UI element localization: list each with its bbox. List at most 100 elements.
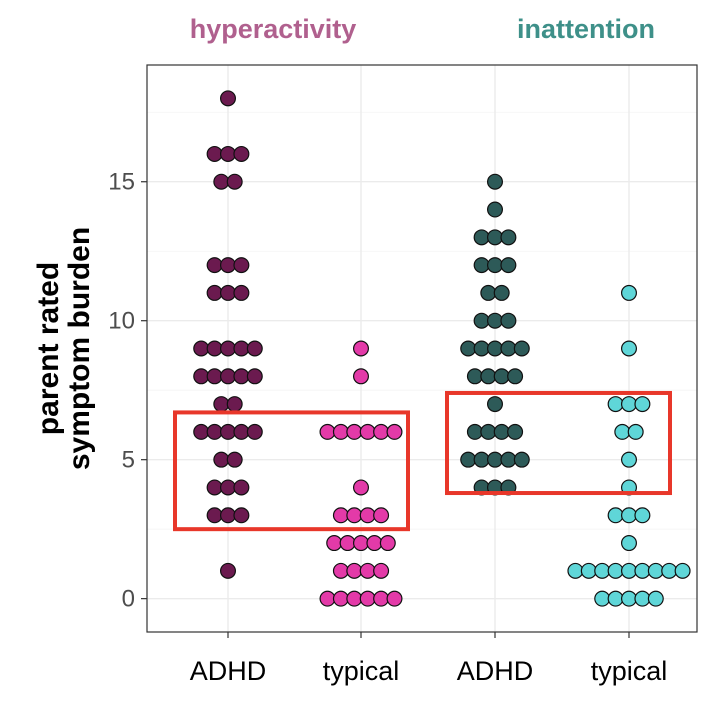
data-point <box>373 423 390 440</box>
data-point <box>500 340 517 357</box>
data-point <box>373 562 390 579</box>
data-point <box>220 145 237 162</box>
data-point <box>513 451 530 468</box>
data-point <box>594 562 611 579</box>
data-point <box>620 562 637 579</box>
y-tick-label: 15 <box>108 169 135 196</box>
data-point <box>473 451 490 468</box>
data-point <box>620 396 637 413</box>
data-point <box>567 562 584 579</box>
data-point <box>353 535 370 552</box>
data-point <box>661 562 678 579</box>
data-point <box>513 340 530 357</box>
data-point <box>473 312 490 329</box>
data-point <box>487 201 504 218</box>
data-point <box>460 451 477 468</box>
data-point <box>460 340 477 357</box>
data-point <box>379 535 396 552</box>
data-point <box>620 535 637 552</box>
data-point <box>507 368 524 385</box>
data-point <box>220 562 237 579</box>
data-point <box>346 423 363 440</box>
data-point <box>213 396 230 413</box>
data-point <box>213 173 230 190</box>
data-point <box>206 257 223 274</box>
data-point <box>206 507 223 524</box>
data-point <box>233 145 250 162</box>
data-point <box>594 590 611 607</box>
data-point <box>206 145 223 162</box>
axes: 0 5 10 15 ADHD typical ADHD typical <box>108 169 667 686</box>
data-point <box>620 284 637 301</box>
data-point <box>220 507 237 524</box>
data-point <box>246 423 263 440</box>
y-axis-title-line: symptom burden <box>63 227 96 470</box>
data-point <box>326 535 343 552</box>
data-point <box>233 423 250 440</box>
highlight-boxes <box>173 390 672 532</box>
data-point <box>359 423 376 440</box>
data-point <box>620 340 637 357</box>
data-point <box>634 507 651 524</box>
facet-title-hyperactivity: hyperactivity <box>190 14 357 44</box>
data-point <box>233 257 250 274</box>
data-point <box>193 340 210 357</box>
facet-titles: hyperactivity inattention <box>190 14 655 44</box>
data-point <box>220 257 237 274</box>
data-point <box>473 257 490 274</box>
data-point <box>507 423 524 440</box>
y-axis-title: parent ratedsymptom burden <box>32 227 96 470</box>
highlight-box-inattention <box>445 390 672 496</box>
data-point <box>226 451 243 468</box>
data-point <box>487 340 504 357</box>
data-point <box>620 507 637 524</box>
data-point <box>346 507 363 524</box>
data-point <box>346 562 363 579</box>
data-point <box>487 173 504 190</box>
highlight-box-hyperactivity <box>173 410 410 532</box>
data-point <box>627 423 644 440</box>
data-point <box>366 535 383 552</box>
data-point <box>373 507 390 524</box>
data-point <box>386 590 403 607</box>
x-category-label: typical <box>591 656 668 686</box>
data-point <box>500 312 517 329</box>
x-category-label: ADHD <box>190 656 267 686</box>
data-point <box>607 396 624 413</box>
data-point <box>233 368 250 385</box>
data-point <box>487 451 504 468</box>
data-point <box>487 257 504 274</box>
data-point <box>647 590 664 607</box>
data-point <box>614 423 631 440</box>
data-point <box>319 423 336 440</box>
data-point <box>480 368 497 385</box>
data-point <box>386 423 403 440</box>
data-point <box>373 590 390 607</box>
data-point <box>620 451 637 468</box>
data-point <box>339 535 356 552</box>
data-point <box>206 479 223 496</box>
data-point <box>206 340 223 357</box>
data-point <box>647 562 664 579</box>
data-point <box>193 423 210 440</box>
y-tick-label: 5 <box>122 447 135 474</box>
data-point <box>226 173 243 190</box>
data-point <box>607 590 624 607</box>
data-point <box>220 479 237 496</box>
data-point <box>480 284 497 301</box>
data-point <box>220 368 237 385</box>
data-point <box>493 284 510 301</box>
data-point <box>332 590 349 607</box>
data-point <box>487 396 504 413</box>
data-point <box>353 340 370 357</box>
plot-panel-border <box>146 64 698 633</box>
x-category-label: ADHD <box>457 656 534 686</box>
data-point <box>620 590 637 607</box>
data-point <box>193 368 210 385</box>
data-point <box>233 479 250 496</box>
data-point <box>359 507 376 524</box>
data-point <box>359 562 376 579</box>
data-point <box>580 562 597 579</box>
data-point <box>634 590 651 607</box>
data-point <box>233 284 250 301</box>
